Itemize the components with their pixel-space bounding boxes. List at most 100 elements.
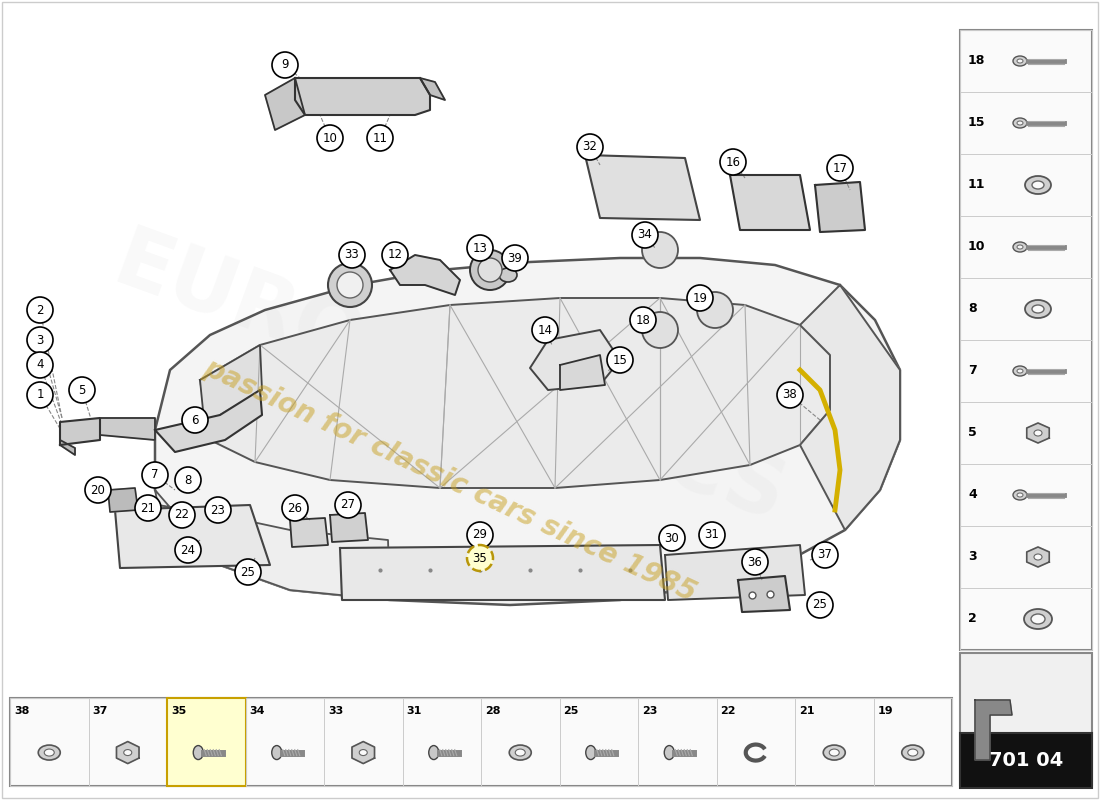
Text: 4: 4 [968,489,977,502]
Bar [481,698,560,786]
Ellipse shape [1013,118,1027,128]
Text: 37: 37 [817,549,833,562]
Ellipse shape [1032,305,1044,313]
Ellipse shape [1024,609,1052,629]
Polygon shape [1026,547,1049,567]
Ellipse shape [1013,490,1027,500]
Polygon shape [352,742,374,763]
Circle shape [205,497,231,523]
Ellipse shape [585,746,596,759]
Bar [167,698,245,786]
Bar [960,733,1092,788]
Text: 32: 32 [583,141,597,154]
Text: 1: 1 [36,389,44,402]
Text: 22: 22 [175,509,189,522]
Text: 35: 35 [170,706,186,716]
Text: 8: 8 [968,302,977,315]
Polygon shape [116,505,270,568]
Text: 17: 17 [833,162,847,174]
Circle shape [328,263,372,307]
Circle shape [339,242,365,268]
Ellipse shape [509,745,531,760]
Bar [638,698,716,786]
Text: 13: 13 [473,242,487,254]
Circle shape [382,242,408,268]
Circle shape [282,495,308,521]
Polygon shape [420,78,446,100]
Polygon shape [330,513,369,542]
Text: 35: 35 [473,551,487,565]
Bar [245,698,324,786]
Text: passion for classic cars since 1985: passion for classic cars since 1985 [199,353,701,607]
Ellipse shape [1018,369,1023,373]
Ellipse shape [1025,176,1050,194]
Text: 16: 16 [726,155,740,169]
Polygon shape [60,418,100,445]
Text: 20: 20 [90,483,106,497]
Text: 6: 6 [191,414,199,426]
Polygon shape [155,258,900,605]
Bar [560,698,638,786]
Circle shape [182,407,208,433]
Polygon shape [200,345,262,430]
Text: 23: 23 [642,706,658,716]
Text: 10: 10 [322,131,338,145]
Circle shape [28,352,53,378]
Ellipse shape [194,746,204,759]
Bar [873,698,952,786]
Text: 25: 25 [563,706,579,716]
Polygon shape [815,182,865,232]
Ellipse shape [1034,430,1042,436]
Circle shape [272,52,298,78]
Bar [960,464,1092,526]
Circle shape [720,149,746,175]
Circle shape [642,312,678,348]
Polygon shape [108,488,138,512]
Polygon shape [738,576,790,612]
Polygon shape [200,298,830,488]
Bar [960,340,1092,402]
Bar [960,30,1092,92]
Text: 24: 24 [180,543,196,557]
Circle shape [468,522,493,548]
Polygon shape [60,440,75,455]
Text: 21: 21 [799,706,814,716]
Circle shape [502,245,528,271]
Circle shape [28,327,53,353]
Circle shape [478,258,502,282]
Text: 33: 33 [328,706,343,716]
Ellipse shape [1018,245,1023,249]
Text: 2: 2 [36,303,44,317]
Circle shape [698,522,725,548]
Text: 25: 25 [813,598,827,611]
Text: 14: 14 [538,323,552,337]
Circle shape [742,549,768,575]
Circle shape [135,495,161,521]
Text: 22: 22 [720,706,736,716]
Text: 18: 18 [968,54,986,67]
Bar [960,30,1092,650]
Text: 29: 29 [473,529,487,542]
Text: 15: 15 [968,117,986,130]
Polygon shape [155,390,262,452]
Circle shape [607,347,632,373]
Text: 34: 34 [250,706,265,716]
Ellipse shape [829,749,839,756]
Bar [960,588,1092,650]
Text: 28: 28 [485,706,501,716]
Text: 38: 38 [14,706,30,716]
Circle shape [578,134,603,160]
Circle shape [807,592,833,618]
Ellipse shape [360,750,367,755]
Text: 39: 39 [507,251,522,265]
Ellipse shape [1032,181,1044,189]
Bar [960,216,1092,278]
Polygon shape [265,78,305,130]
Circle shape [632,222,658,248]
Text: 25: 25 [241,566,255,578]
Polygon shape [530,330,620,390]
Text: 31: 31 [705,529,719,542]
Ellipse shape [1013,56,1027,66]
Text: 18: 18 [636,314,650,326]
Circle shape [688,285,713,311]
